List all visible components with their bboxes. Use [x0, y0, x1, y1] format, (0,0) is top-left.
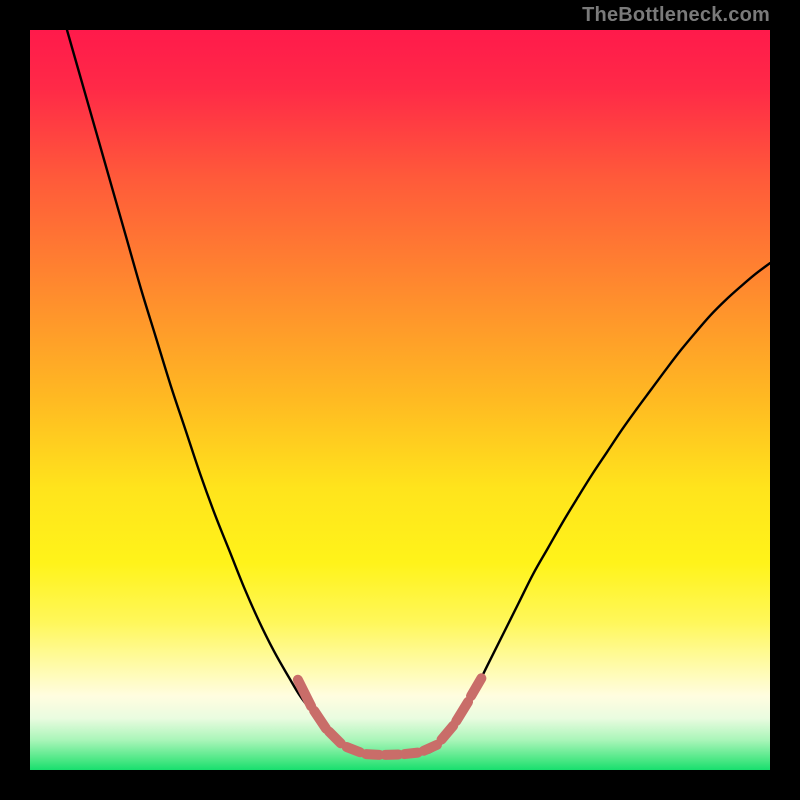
highlight-mark: [424, 745, 437, 751]
highlight-mark: [404, 753, 417, 754]
highlight-mark: [347, 747, 360, 752]
chart-background: [30, 30, 770, 770]
chart-frame: TheBottleneck.com: [0, 0, 800, 800]
watermark-text: TheBottleneck.com: [582, 4, 770, 27]
chart-svg: [30, 30, 770, 770]
plot-area: [30, 30, 770, 770]
highlight-mark: [366, 754, 379, 755]
